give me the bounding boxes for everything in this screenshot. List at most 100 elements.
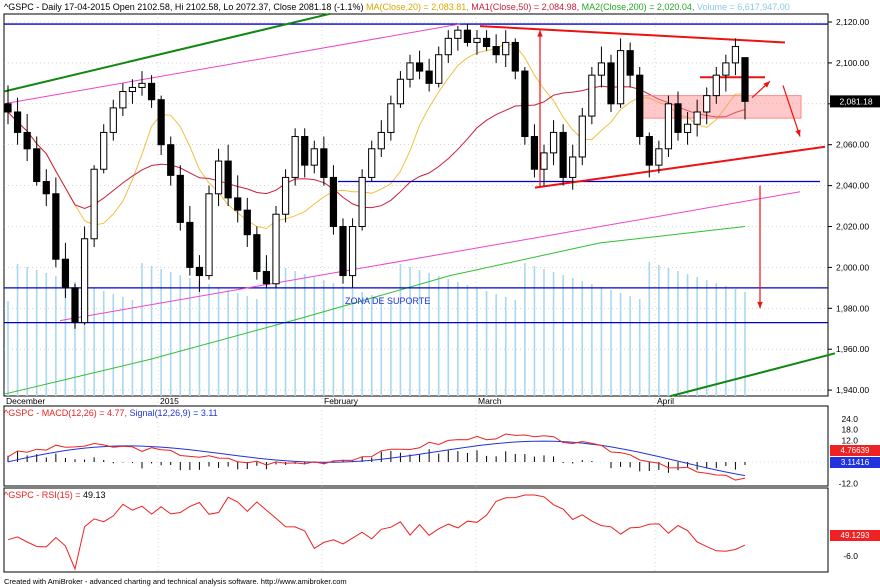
- candle-body: [147, 82, 156, 101]
- price-tick-label: 2,100.00: [836, 58, 869, 68]
- rsi-panel: [3, 487, 829, 573]
- candle-body: [655, 148, 663, 166]
- candle-body: [396, 78, 405, 105]
- candle-body: [454, 29, 462, 39]
- candle-body: [406, 62, 414, 80]
- last-price-box: [830, 95, 880, 108]
- date-label: April: [657, 396, 674, 406]
- candle-body: [693, 111, 701, 125]
- candle-body: [253, 234, 261, 272]
- candle-body: [23, 131, 31, 150]
- candle-body: [128, 86, 137, 93]
- candle-body: [435, 54, 443, 84]
- signal-title: Signal(12,26,9) = 3.11: [129, 408, 218, 418]
- ma200-label: MA2(Close,200) = 2,020.04,: [581, 2, 695, 12]
- candle-body: [502, 41, 510, 56]
- candle-body: [597, 62, 606, 76]
- candle-body: [492, 46, 500, 56]
- candle-body: [61, 258, 70, 289]
- macd-title: ^GSPC - MACD(12,26) = 4.77,: [4, 408, 128, 418]
- price-panel: [3, 13, 829, 397]
- macd-value-label: 4.76639: [841, 446, 870, 455]
- candle-body: [683, 123, 692, 133]
- price-tick-label: 2,060.00: [836, 140, 869, 150]
- candle-body: [636, 74, 644, 138]
- candle-body: [482, 37, 491, 48]
- volume-label: Volume = 6,617,947.00: [696, 2, 790, 12]
- rsi-value-label: 49.1293: [841, 531, 870, 540]
- candle-body: [358, 176, 366, 227]
- candle-body: [588, 74, 596, 117]
- rsi-value: 49.13: [83, 490, 106, 500]
- arrow-down-right-head: [795, 129, 801, 137]
- candle-body: [607, 62, 615, 105]
- candle-body: [703, 95, 711, 113]
- footer-text: Created with AmiBroker - advanced charti…: [4, 577, 347, 586]
- arrow-down-target-head: [757, 301, 763, 309]
- candle-body: [224, 160, 232, 199]
- candle-body: [731, 46, 740, 64]
- price-tick-label: 2,040.00: [836, 181, 869, 191]
- candle-body: [377, 131, 385, 150]
- candle-body: [444, 37, 452, 56]
- candle-body: [645, 136, 653, 166]
- candle-body: [511, 41, 519, 72]
- price-tick-label: 2,020.00: [836, 222, 869, 232]
- arrow-up-right-head: [763, 81, 770, 88]
- candle-body: [195, 266, 204, 277]
- candle-body: [549, 131, 558, 154]
- green-trend-bottom: [669, 352, 836, 398]
- macd-tick-label: 12.0: [841, 435, 858, 445]
- candle-body: [13, 111, 22, 133]
- candle-body: [339, 226, 347, 277]
- candle-body: [712, 74, 720, 97]
- red-support: [534, 145, 826, 189]
- ma20-line: [7, 42, 746, 230]
- candle-body: [473, 37, 481, 43]
- candle-body: [291, 136, 299, 178]
- last-price-label: 2,081.18: [839, 96, 872, 106]
- arrow-down-right: [782, 85, 801, 137]
- ma50-line: [7, 85, 746, 210]
- candle-body: [415, 62, 424, 72]
- candle-body: [310, 148, 318, 166]
- candle-body: [167, 144, 175, 176]
- candle-body: [42, 181, 50, 195]
- date-label: February: [324, 396, 359, 406]
- macd-line: [7, 433, 746, 481]
- macd-value-box: [830, 445, 880, 456]
- candle-body: [119, 91, 127, 109]
- green-trend-top: [3, 12, 331, 93]
- candle-body: [626, 50, 634, 76]
- candle-body: [569, 156, 577, 178]
- red-resistance: [479, 25, 786, 44]
- candle-body: [272, 213, 280, 285]
- candle-body: [176, 174, 184, 223]
- channel-top-line: [3, 23, 461, 105]
- candle-body: [234, 197, 242, 211]
- candle-body: [348, 226, 357, 277]
- ma200-line: [3, 226, 746, 395]
- candle-body: [616, 50, 625, 105]
- candle-body: [4, 103, 12, 113]
- candle-body: [674, 103, 682, 133]
- candle-body: [52, 193, 60, 260]
- signal-value-label: 3.11416: [841, 458, 870, 467]
- candle-body: [80, 238, 89, 324]
- price-tick-label: 1,960.00: [836, 344, 869, 354]
- chart-header: ^GSPC - Daily 17-04-2015 Open 2102.58, H…: [4, 2, 790, 13]
- candle-body: [463, 29, 472, 43]
- candle-body: [578, 115, 586, 158]
- candle-body: [90, 168, 98, 240]
- price-tick-label: 1,940.00: [836, 385, 869, 395]
- candle-body: [425, 70, 433, 84]
- candle-body: [722, 62, 730, 76]
- macd-panel: [3, 405, 829, 487]
- candle-body: [109, 107, 117, 133]
- candle-body: [387, 103, 395, 133]
- candle-body: [329, 176, 338, 227]
- rsi-header: ^GSPC - RSI(15) = 49.13: [4, 490, 106, 500]
- candle-body: [741, 57, 749, 102]
